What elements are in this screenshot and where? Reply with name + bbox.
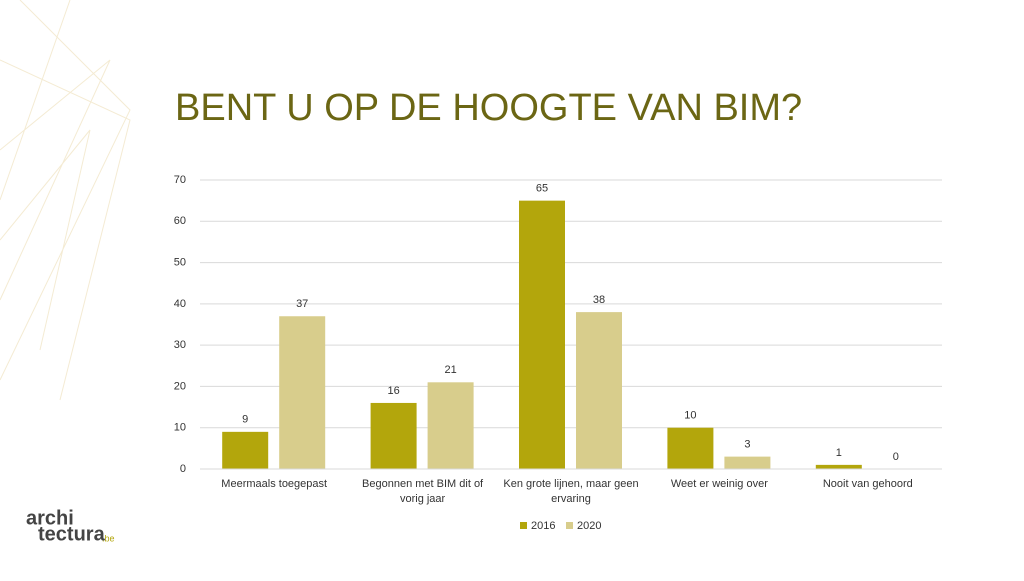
x-label-box: Meermaals toegepast	[221, 478, 328, 490]
legend-label: 2020	[577, 520, 601, 532]
slide-title: BENT U OP DE HOOGTE VAN BIM?	[175, 87, 802, 129]
bar	[519, 200, 565, 469]
logo-line1: archi	[26, 507, 74, 529]
x-tick-label: Nooit van gehoord	[822, 478, 913, 490]
bar	[667, 427, 714, 469]
data-label: 0	[893, 451, 899, 463]
data-label: 37	[296, 298, 308, 310]
bar	[222, 431, 269, 469]
bar	[815, 464, 862, 469]
x-label-box: Weet er weinig over	[670, 478, 768, 490]
bar	[427, 382, 474, 469]
y-tick-label: 50	[174, 256, 186, 268]
x-tick-label: Begonnen met BIM dit of vorig jaar	[362, 478, 484, 505]
decoration	[0, 0, 131, 401]
logo-suffix: .be	[102, 533, 115, 543]
y-tick-label: 10	[174, 422, 186, 434]
logo-line2: tectura	[38, 523, 106, 545]
y-tick-label: 70	[174, 174, 186, 186]
x-tick-label: Ken grote lijnen, maar geen ervaring	[503, 478, 639, 505]
data-label: 3	[744, 439, 750, 451]
x-label-box: Nooit van gehoord	[822, 478, 913, 490]
x-label-box: Ken grote lijnen, maar geen ervaring	[503, 478, 639, 505]
bar	[724, 456, 771, 469]
y-tick-label: 0	[180, 463, 186, 475]
legend-label: 2016	[531, 520, 555, 532]
data-label: 10	[684, 410, 696, 422]
data-label: 21	[444, 364, 456, 376]
bar	[576, 312, 622, 469]
data-label: 1	[836, 447, 842, 459]
x-label-box: Begonnen met BIM dit of vorig jaar	[362, 478, 484, 505]
data-label: 65	[536, 183, 548, 195]
bar	[279, 316, 326, 469]
bar	[370, 402, 417, 469]
data-label: 16	[387, 385, 399, 397]
y-tick-label: 40	[174, 298, 186, 310]
legend-swatch	[566, 522, 573, 529]
y-tick-label: 30	[174, 339, 186, 351]
data-label: 38	[593, 294, 605, 306]
data-label: 9	[242, 414, 248, 426]
x-tick-label: Meermaals toegepast	[221, 478, 328, 490]
x-tick-label: Weet er weinig over	[670, 478, 768, 490]
y-tick-label: 20	[174, 380, 186, 392]
legend-swatch	[520, 522, 527, 529]
y-tick-label: 60	[174, 215, 186, 227]
